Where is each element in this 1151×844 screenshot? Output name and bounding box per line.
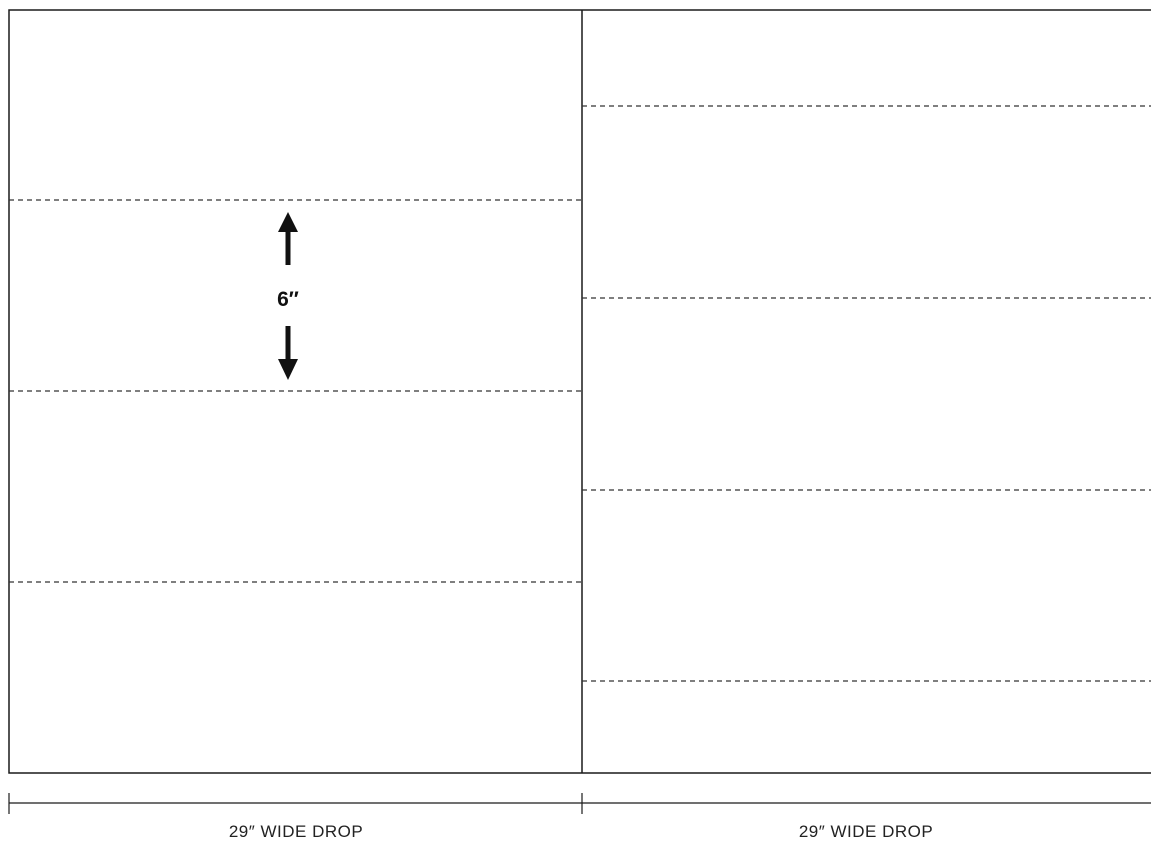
left-panel-pattern-lines bbox=[9, 199, 582, 583]
measurement-label: 6″ bbox=[277, 288, 299, 311]
measurement-indicator: 6″ bbox=[277, 212, 299, 380]
right-panel-width-label: 29″ WIDE DROP bbox=[799, 822, 933, 841]
down-arrow-icon bbox=[278, 326, 298, 380]
width-dimension-line bbox=[8, 793, 1151, 814]
up-arrow-icon bbox=[278, 212, 298, 265]
right-panel-pattern-lines bbox=[582, 105, 1151, 682]
left-panel-width-label: 29″ WIDE DROP bbox=[229, 822, 363, 841]
